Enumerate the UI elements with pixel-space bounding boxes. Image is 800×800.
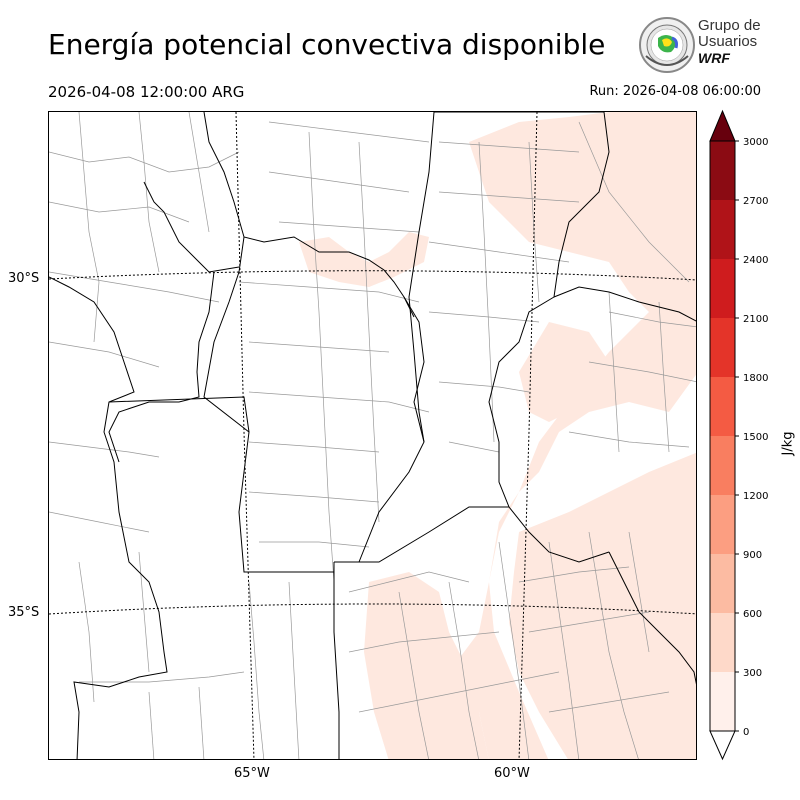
colorbar-bin [710,318,735,377]
meridian-65w [235,112,255,759]
colorbar-tick-label: 1800 [743,373,768,384]
meridian-60w [518,112,538,759]
map-title: Energía potencial convectiva disponible [48,28,606,61]
colorbar-extend-min [709,730,736,761]
border-catamarca [143,181,240,273]
colorbar-bin [710,259,735,318]
colorbar-tick-label: 900 [743,550,762,561]
run-time: Run: 2026-04-08 06:00:00 [589,84,761,99]
colorbar-tick-label: 3000 [743,137,768,148]
border-santiago [408,112,435,443]
logo-line3: WRF [698,50,730,66]
colorbar-tick-label: 300 [743,668,762,679]
border-santa-fe [434,112,610,508]
logo-line1: Grupo de [698,17,761,34]
colorbar-tick-label: 2700 [743,196,768,207]
cape-shading [299,112,696,759]
border-cordoba [203,236,250,433]
colorbar-bin [710,495,735,554]
colorbar-bin [710,672,735,731]
lon-label-60w: 60°W [494,766,530,781]
logo: Grupo de Usuarios WRF [638,16,763,74]
border-entre-rios [553,286,696,322]
colorbar-tick-label: 1200 [743,491,768,502]
lat-label-35s: 35°S [8,605,40,620]
logo-line2: Usuarios [698,33,758,50]
border-cordoba-sf [358,296,425,563]
lat-label-30s: 30°S [8,271,40,286]
colorbar-bin [710,613,735,672]
colorbar-extend-max [709,109,736,142]
parallel-30s [49,270,696,281]
border-san-luis [108,396,334,573]
lon-label-65w: 65°W [234,766,270,781]
border-chile-argentina [49,276,168,759]
colorbar-tick-label: 600 [743,609,762,620]
province-boundaries [49,112,696,759]
cape-area-north [299,232,429,287]
cape-area-southeast [509,452,696,759]
map-panel[interactable] [48,111,697,760]
cape-area-northeast [449,112,696,759]
globe-logo-icon [639,17,695,73]
colorbar-tick-label: 2400 [743,255,768,266]
graticule [49,112,696,759]
border-north [203,112,415,318]
cape-area-east-band [519,322,609,422]
colorbar-bin [710,377,735,436]
colorbar-tick-label: 1500 [743,432,768,443]
colorbar-tick-label: 0 [743,727,749,738]
colorbar-graphic: 0 300 600 900 1200 1500 1800 2100 2400 2700 3000 [709,109,768,761]
colorbar-tick-label: 2100 [743,314,768,325]
colorbar-unit-label: J/kg [780,431,796,456]
border-bsas-west [333,562,340,759]
colorbar-bin [710,200,735,259]
colorbar: 0 300 600 900 1200 1500 1800 2100 2400 2700 3000 [698,105,798,770]
colorbar-bin [710,554,735,613]
border-bsas-north [334,506,610,563]
cape-area-southwest [364,572,489,759]
logo-text: Grupo de Usuarios WRF [698,17,761,67]
border-la-rioja [108,271,215,463]
colorbar-bin [710,141,735,200]
valid-time: 2026-04-08 12:00:00 ARG [48,83,245,101]
district-boundaries [49,112,696,759]
parallel-35s [49,603,696,615]
map-canvas[interactable] [49,112,697,760]
border-coast [608,551,696,685]
colorbar-bin [710,436,735,495]
